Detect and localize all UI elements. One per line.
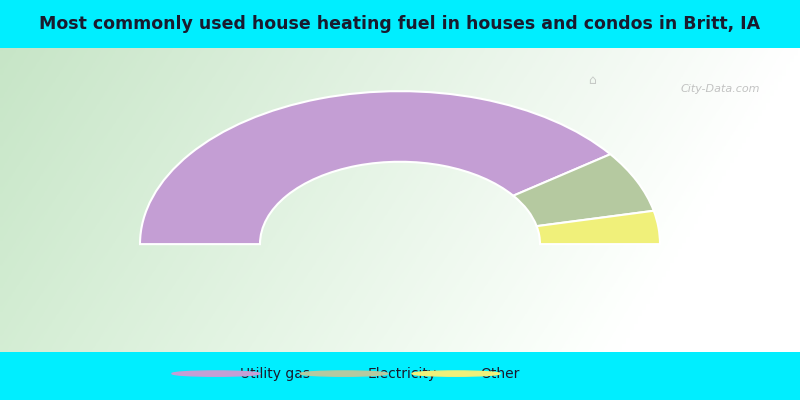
Text: Utility gas: Utility gas [240, 366, 310, 381]
Text: Most commonly used house heating fuel in houses and condos in Britt, IA: Most commonly used house heating fuel in… [39, 15, 761, 33]
Circle shape [300, 371, 388, 376]
Text: Other: Other [480, 366, 519, 381]
Text: ⌂: ⌂ [588, 74, 596, 88]
Circle shape [412, 371, 500, 376]
Text: Electricity: Electricity [368, 366, 437, 381]
Wedge shape [514, 154, 654, 226]
Wedge shape [537, 211, 660, 244]
Circle shape [172, 371, 260, 376]
Wedge shape [140, 91, 610, 244]
Text: City-Data.com: City-Data.com [681, 84, 760, 94]
